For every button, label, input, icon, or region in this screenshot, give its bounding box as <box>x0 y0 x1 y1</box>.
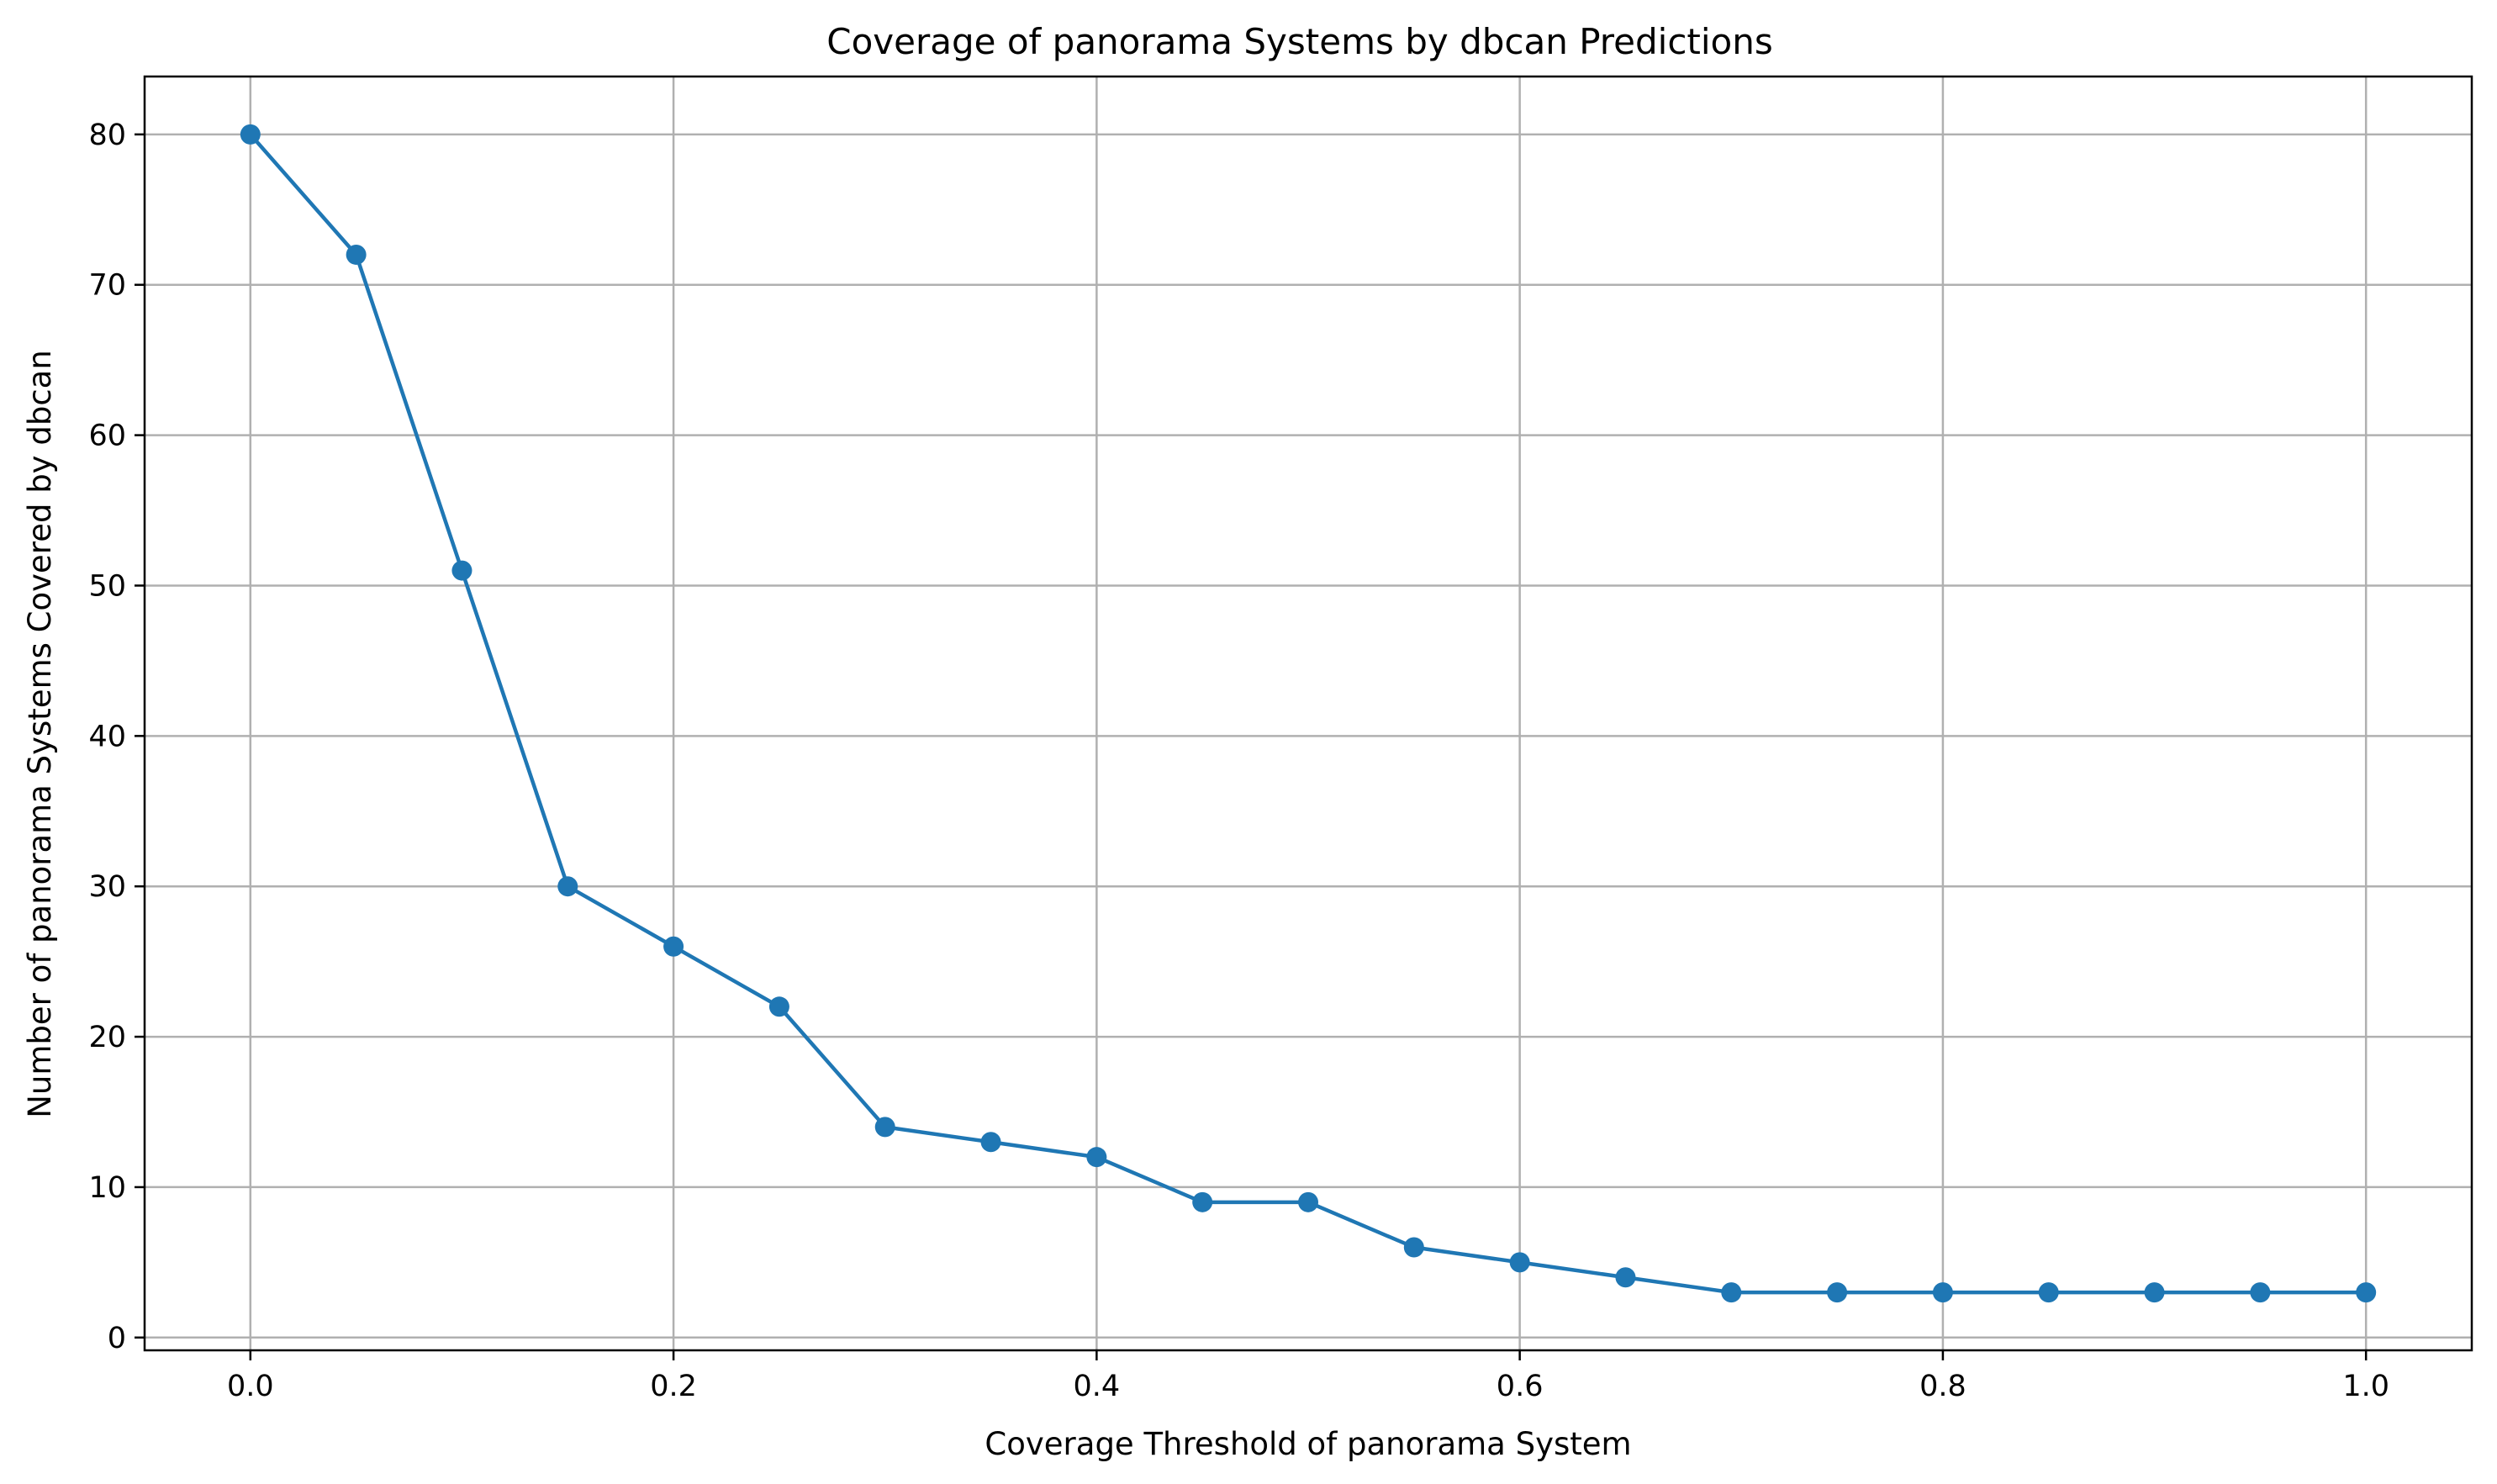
data-point <box>557 876 578 897</box>
data-point <box>2356 1282 2377 1303</box>
y-tick-label: 50 <box>88 569 126 603</box>
series-layer <box>240 124 2377 1303</box>
data-point <box>874 1117 895 1138</box>
plot-frame <box>143 75 2473 1352</box>
x-tick-label: 0.2 <box>650 1370 697 1403</box>
data-point <box>1192 1191 1213 1212</box>
data-point <box>1615 1267 1636 1288</box>
data-point <box>1086 1147 1107 1168</box>
chart-title: Coverage of panorama Systems by dbcan Pr… <box>826 21 1773 62</box>
x-tick-label: 0.8 <box>1919 1370 1966 1403</box>
data-point <box>980 1132 1001 1153</box>
data-point <box>1509 1252 1530 1273</box>
data-point <box>346 244 367 265</box>
x-tick-label: 0.6 <box>1497 1370 1544 1403</box>
x-axis: 0.0 0.2 0.4 0.6 0.8 1.0 <box>227 1350 2389 1403</box>
data-point <box>1298 1191 1318 1212</box>
data-point <box>2144 1282 2165 1303</box>
x-tick-label: 0.0 <box>227 1370 274 1403</box>
data-point <box>2250 1282 2271 1303</box>
x-tick-label: 1.0 <box>2342 1370 2389 1403</box>
data-point <box>1932 1282 1953 1303</box>
y-tick-label: 70 <box>88 269 126 303</box>
y-tick-label: 40 <box>88 720 126 753</box>
y-tick-label: 30 <box>88 870 126 904</box>
x-axis-label: Coverage Threshold of panorama System <box>985 1426 1631 1462</box>
data-point <box>240 124 261 145</box>
x-tick-label: 0.4 <box>1074 1370 1121 1403</box>
y-axis-label: Number of panorama Systems Covered by db… <box>22 350 58 1118</box>
data-point <box>663 936 684 957</box>
y-tick-label: 60 <box>88 420 126 453</box>
y-tick-label: 0 <box>108 1322 126 1355</box>
data-point <box>1827 1282 1848 1303</box>
data-point <box>2038 1282 2059 1303</box>
data-point <box>1403 1237 1424 1258</box>
data-point <box>451 560 472 581</box>
grid <box>145 77 2472 1350</box>
data-point <box>768 996 789 1017</box>
y-tick-label: 10 <box>88 1171 126 1205</box>
y-tick-label: 80 <box>88 119 126 152</box>
y-tick-label: 20 <box>88 1021 126 1054</box>
y-axis: 0 10 20 30 40 50 60 70 80 <box>88 119 145 1355</box>
data-point <box>1721 1282 1742 1303</box>
